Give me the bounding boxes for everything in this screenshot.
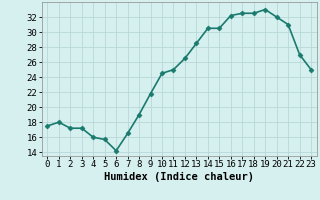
X-axis label: Humidex (Indice chaleur): Humidex (Indice chaleur) [104, 172, 254, 182]
